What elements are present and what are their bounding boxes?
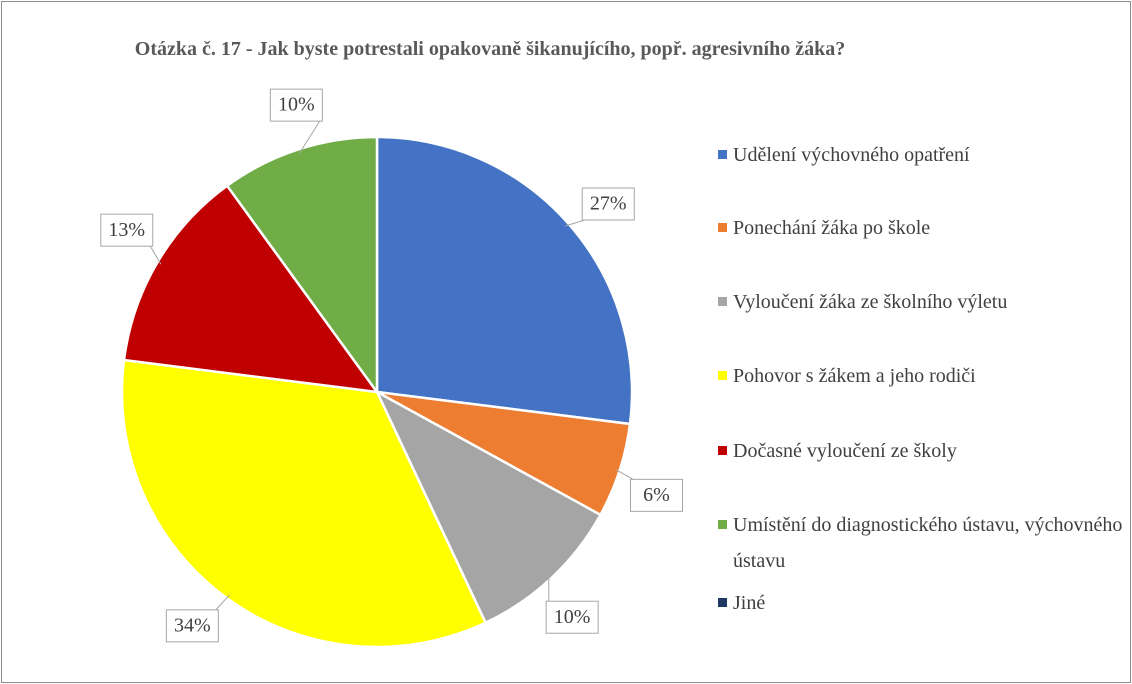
legend-label: Umístění do diagnostického ústavu, výcho…	[733, 514, 1123, 572]
legend-entry: Ponechání žáka po škole	[718, 210, 1123, 246]
legend-entry: Dočasné vyloučení ze školy	[718, 433, 1123, 469]
data-label: 10%	[554, 606, 591, 628]
data-label: 27%	[590, 193, 627, 215]
leader-line	[299, 120, 321, 154]
legend-label: Udělení výchovného opatření	[733, 144, 970, 166]
pie-slice	[225, 135, 379, 396]
legend-swatch	[718, 520, 727, 529]
leader-line	[215, 594, 230, 611]
leader-line	[565, 219, 585, 227]
legend-swatch	[718, 371, 727, 380]
chart-title: Otázka č. 17 - Jak byste potrestali opak…	[134, 38, 846, 60]
data-label: 10%	[278, 94, 315, 116]
legend-swatch	[718, 297, 727, 306]
leader-line	[149, 245, 162, 265]
data-label-box	[581, 187, 635, 221]
legend-swatch	[718, 223, 727, 232]
legend-entry: Umístění do diagnostického ústavu, výcho…	[718, 507, 1123, 579]
legend-swatch	[718, 150, 727, 159]
legend-entry: Jiné	[718, 585, 1123, 621]
legend-label: Pohovor s žákem a jeho rodiči	[733, 365, 976, 387]
legend-label: Vyloučení žáka ze školního výletu	[733, 291, 1008, 313]
pie-slice	[374, 389, 603, 625]
legend-entry: Udělení výchovného opatření	[718, 137, 1123, 173]
legend-entry: Vyloučení žáka ze školního výletu	[718, 284, 1123, 320]
data-label-box	[100, 213, 154, 247]
legend-swatch	[718, 446, 727, 455]
legend-label: Dočasné vyloučení ze školy	[733, 440, 957, 462]
data-label-box	[269, 88, 323, 122]
data-label-box	[545, 600, 599, 634]
pie-slice	[375, 135, 634, 426]
data-label-box	[630, 478, 684, 512]
data-label-box	[165, 609, 219, 643]
legend-label: Jiné	[733, 592, 766, 614]
data-label: 6%	[643, 484, 670, 506]
pie-slice	[122, 183, 380, 394]
leader-line	[615, 469, 634, 480]
legend-swatch	[718, 598, 727, 607]
data-label: 34%	[174, 614, 211, 636]
legend-entry: Pohovor s žákem a jeho rodiči	[718, 358, 1123, 394]
legend-label: Ponechání žáka po škole	[733, 217, 931, 239]
data-label: 13%	[108, 219, 145, 241]
